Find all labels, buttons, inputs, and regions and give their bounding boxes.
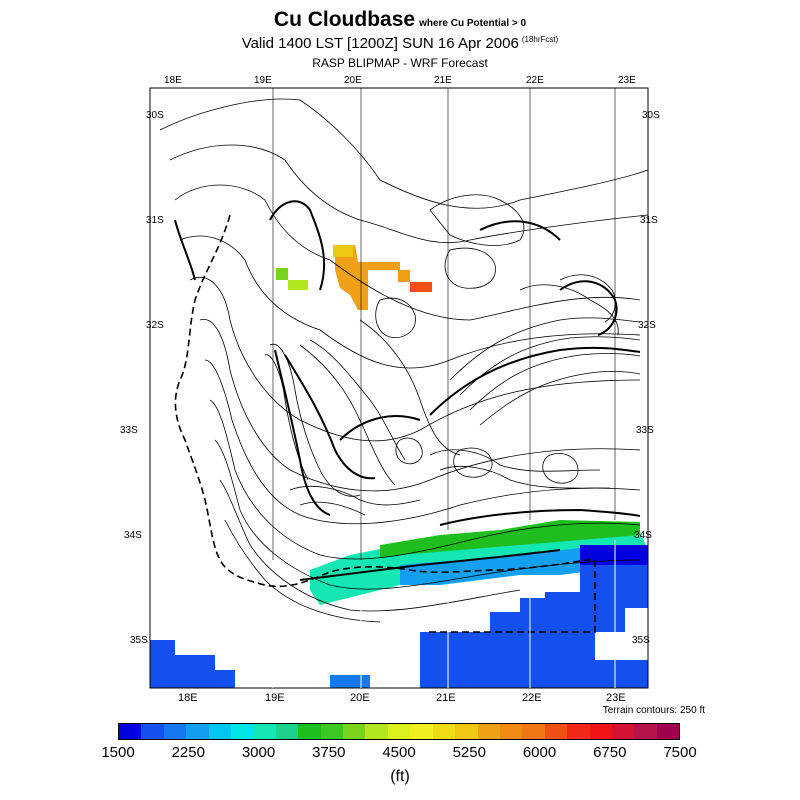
colorbar-swatch xyxy=(432,724,456,739)
coastline xyxy=(174,214,596,633)
title-subtitle: where Cu Potential > 0 xyxy=(419,18,527,29)
colorbar-swatch xyxy=(231,724,254,739)
model-name: RASP BLIPMAP - WRF Forecast xyxy=(312,56,488,70)
cloudbase-patch-green xyxy=(276,268,288,280)
colorbar-label: 1500 xyxy=(101,744,135,761)
lon-label-bottom: 20E xyxy=(350,692,370,704)
cloudbase-ocean-blue-south xyxy=(330,675,370,688)
cloudbase-fill-layer xyxy=(150,245,648,688)
lat-label-left: 33S xyxy=(120,425,138,436)
lon-label-top: 21E xyxy=(434,75,452,86)
lon-label-bottom: 19E xyxy=(265,692,285,704)
valid-time: Valid 1400 LST [1200Z] SUN 16 Apr 2006 (1… xyxy=(0,35,800,52)
colorbar-label: 3000 xyxy=(241,744,276,761)
cloudbase-patch-red xyxy=(410,282,432,292)
colorbar-swatch xyxy=(253,724,276,739)
colorbar-swatch xyxy=(410,724,433,739)
cloudbase-patch-orange xyxy=(335,245,432,310)
lon-label-top: 20E xyxy=(344,75,362,86)
lon-gridlines xyxy=(272,540,616,688)
colorbar-label: 3750 xyxy=(312,744,346,761)
lon-label-bottom: 18E xyxy=(178,692,198,704)
lon-label-top: 23E xyxy=(618,75,636,86)
colorbar-swatch xyxy=(365,724,388,739)
colorbar-swatch xyxy=(567,724,590,739)
forecast-tag: (18hrFcst) xyxy=(521,35,559,44)
lat-label-left: 32S xyxy=(146,320,164,331)
cloudbase-patch-lime xyxy=(288,280,308,290)
colorbar-label: 5250 xyxy=(452,744,486,761)
colorbar-swatch xyxy=(141,724,164,739)
lat-label-right: 34S xyxy=(634,530,652,541)
cloudbase-coastal-band-green xyxy=(380,520,640,558)
colorbar-swatch xyxy=(522,724,545,739)
colorbar-swatch xyxy=(477,724,500,739)
lon-label-top: 19E xyxy=(254,75,272,86)
map-frame xyxy=(149,87,649,689)
colorbar-units: (ft) xyxy=(390,768,410,785)
lat-label-right: 31S xyxy=(640,215,658,226)
colorbar-swatch xyxy=(320,724,344,739)
colorbar-swatch xyxy=(343,724,366,739)
chart-title: Cu Cloudbase where Cu Potential > 0 xyxy=(0,8,800,32)
colorbar-swatch xyxy=(611,724,635,739)
lat-label-left: 31S xyxy=(146,215,164,226)
title-main: Cu Cloudbase xyxy=(273,8,416,31)
colorbar-swatch xyxy=(119,724,142,739)
lat-label-right: 33S xyxy=(636,425,654,436)
colorbar-swatch xyxy=(589,724,612,739)
lon-label-bottom: 23E xyxy=(606,692,626,704)
bold-contours xyxy=(174,200,641,581)
colorbar-swatch xyxy=(186,724,209,739)
lon-label-bottom: 22E xyxy=(522,692,542,704)
colorbar-swatch xyxy=(544,724,568,739)
colorbar-swatch xyxy=(634,724,657,739)
terrain-contours xyxy=(159,98,649,623)
colorbar-swatch xyxy=(656,724,680,739)
cloudbase-ocean-blue-west xyxy=(150,640,235,688)
cloudbase-ocean-blue-east xyxy=(420,565,648,688)
colorbar-label: 6000 xyxy=(522,744,557,761)
terrain-contour-note: Terrain contours: 250 ft xyxy=(602,705,705,716)
valid-text: Valid 1400 LST [1200Z] SUN 16 Apr 2006 xyxy=(241,35,519,52)
lon-label-bottom: 21E xyxy=(436,692,456,704)
colorbar-swatch xyxy=(499,724,523,739)
lat-label-left: 34S xyxy=(124,530,142,541)
lat-label-left: 35S xyxy=(130,635,148,646)
colorbar xyxy=(118,723,680,740)
colorbar-swatch xyxy=(208,724,232,739)
colorbar-swatch xyxy=(387,724,411,739)
lat-label-left: 30S xyxy=(146,110,164,121)
lat-label-right: 32S xyxy=(638,320,656,331)
lat-label-right: 30S xyxy=(642,110,660,121)
colorbar-swatch xyxy=(298,724,321,739)
colorbar-label: 4500 xyxy=(382,744,416,761)
lat-label-right: 35S xyxy=(632,635,650,646)
lon-label-top: 18E xyxy=(164,75,182,86)
colorbar-swatch xyxy=(163,724,187,739)
lon-label-top: 22E xyxy=(526,75,544,86)
colorbar-swatch xyxy=(275,724,299,739)
cloudbase-patch-yellow xyxy=(333,245,353,257)
colorbar-label: 7500 xyxy=(663,744,697,761)
colorbar-label: 2250 xyxy=(171,744,205,761)
lon-gridlines-dark xyxy=(272,88,616,560)
colorbar-swatch xyxy=(455,724,478,739)
colorbar-label: 6750 xyxy=(593,744,627,761)
